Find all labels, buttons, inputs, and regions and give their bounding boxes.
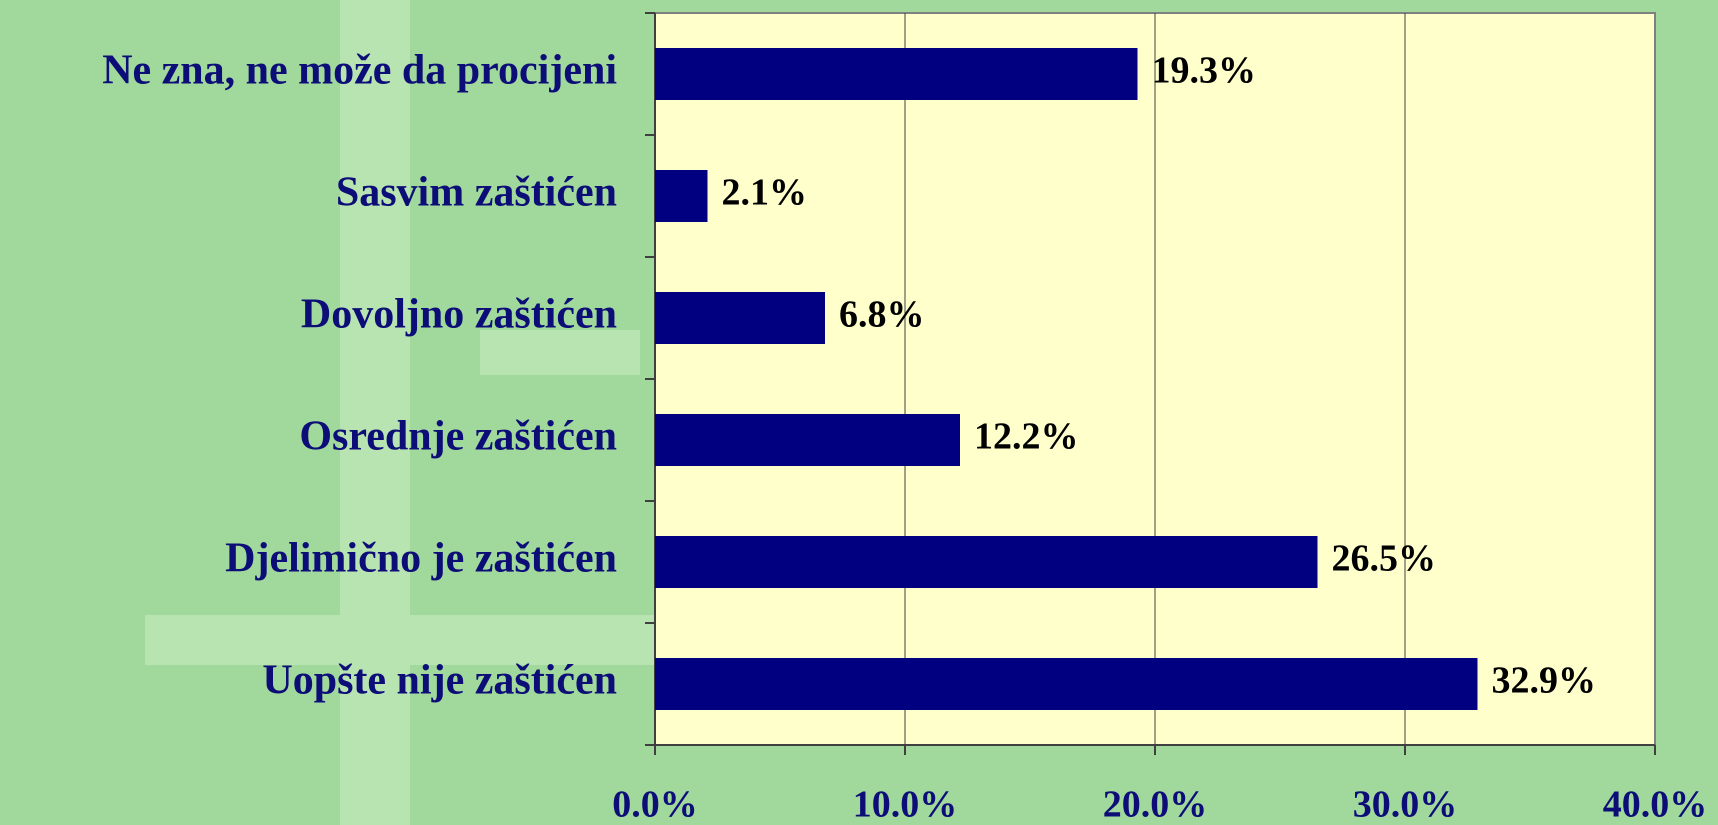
- bar: [655, 292, 825, 344]
- value-label: 19.3%: [1152, 50, 1257, 92]
- x-tick-label: 40.0%: [1603, 784, 1708, 825]
- x-tick-label: 20.0%: [1103, 784, 1208, 825]
- bar: [655, 414, 960, 466]
- value-label: 2.1%: [722, 172, 808, 214]
- bar: [655, 48, 1138, 100]
- x-tick-label: 30.0%: [1353, 784, 1458, 825]
- category-label: Dovoljno zaštićen: [301, 292, 617, 338]
- bar: [655, 536, 1318, 588]
- value-label: 32.9%: [1492, 660, 1597, 702]
- category-label: Sasvim zaštićen: [336, 170, 617, 216]
- bar: [655, 658, 1478, 710]
- x-tick-label: 10.0%: [853, 784, 958, 825]
- value-label: 26.5%: [1332, 538, 1437, 580]
- bar: [655, 170, 708, 222]
- category-label: Osrednje zaštićen: [299, 414, 617, 460]
- background-decoration: [145, 0, 705, 825]
- category-label: Ne zna, ne može da procijeni: [102, 48, 617, 94]
- value-label: 12.2%: [974, 416, 1079, 458]
- value-label: 6.8%: [839, 294, 925, 336]
- x-tick-label: 0.0%: [612, 784, 698, 825]
- category-label: Uopšte nije zaštićen: [262, 658, 617, 704]
- category-label: Djelimično je zaštićen: [225, 536, 617, 582]
